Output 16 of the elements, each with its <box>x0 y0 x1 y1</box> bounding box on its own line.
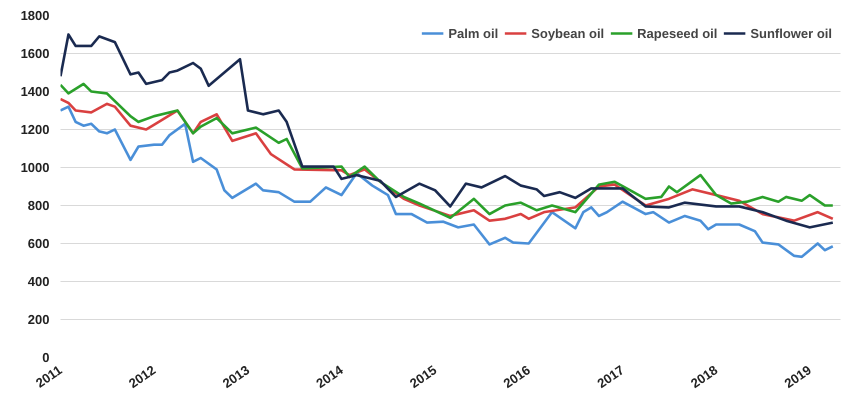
y-tick-label: 200 <box>28 312 50 327</box>
y-tick-label: 1000 <box>20 160 50 175</box>
line-series <box>60 105 834 258</box>
legend-label: Palm oil <box>448 26 498 40</box>
y-tick-label: 800 <box>28 198 50 213</box>
y-tick-label: 400 <box>28 274 50 289</box>
y-tick-label: 1600 <box>20 46 50 61</box>
y-tick-label: 1800 <box>20 8 50 23</box>
legend-label: Soybean oil <box>531 26 604 40</box>
y-tick-label: 0 <box>42 350 50 365</box>
legend-label: Rapeseed oil <box>637 26 718 40</box>
y-tick-label: 1200 <box>20 122 50 137</box>
y-tick-label: 600 <box>28 236 50 251</box>
x-tick-label: 2011 <box>32 362 65 391</box>
legend-label: Sunflower oil <box>750 26 832 40</box>
y-tick-label: 1400 <box>20 84 50 99</box>
